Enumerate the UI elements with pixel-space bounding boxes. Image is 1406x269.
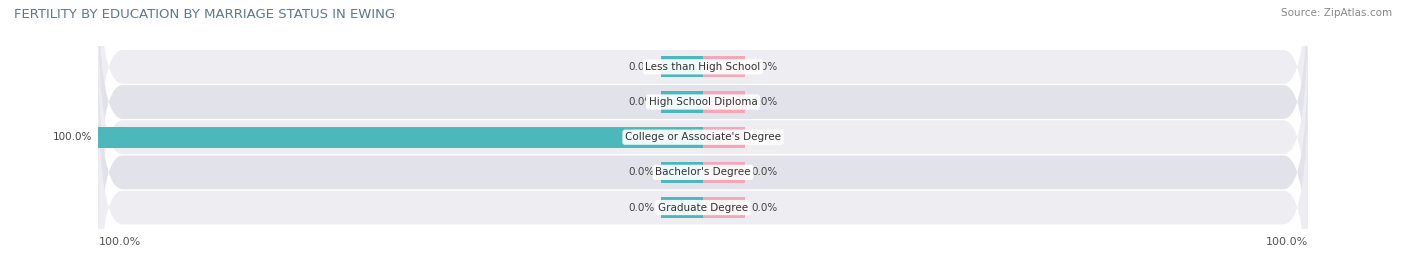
Text: Bachelor's Degree: Bachelor's Degree bbox=[655, 167, 751, 177]
FancyBboxPatch shape bbox=[98, 0, 1308, 226]
Text: 100.0%: 100.0% bbox=[98, 237, 141, 247]
Bar bbox=[661, 162, 703, 183]
Bar bbox=[661, 56, 703, 77]
Text: High School Diploma: High School Diploma bbox=[648, 97, 758, 107]
Text: 0.0%: 0.0% bbox=[751, 132, 778, 142]
Bar bbox=[703, 91, 745, 112]
Text: 0.0%: 0.0% bbox=[751, 167, 778, 177]
Text: 0.0%: 0.0% bbox=[628, 203, 655, 213]
Text: 0.0%: 0.0% bbox=[751, 97, 778, 107]
Text: Graduate Degree: Graduate Degree bbox=[658, 203, 748, 213]
Bar bbox=[703, 162, 745, 183]
Text: College or Associate's Degree: College or Associate's Degree bbox=[626, 132, 780, 142]
Text: 0.0%: 0.0% bbox=[751, 62, 778, 72]
Text: 0.0%: 0.0% bbox=[628, 97, 655, 107]
Bar bbox=[703, 197, 745, 218]
Bar bbox=[661, 91, 703, 112]
Bar bbox=[703, 127, 745, 148]
FancyBboxPatch shape bbox=[98, 84, 1308, 269]
FancyBboxPatch shape bbox=[98, 48, 1308, 269]
Bar bbox=[98, 127, 703, 148]
Text: 0.0%: 0.0% bbox=[628, 167, 655, 177]
Text: 100.0%: 100.0% bbox=[53, 132, 93, 142]
Text: 0.0%: 0.0% bbox=[628, 62, 655, 72]
Text: Less than High School: Less than High School bbox=[645, 62, 761, 72]
FancyBboxPatch shape bbox=[98, 0, 1308, 191]
Bar bbox=[703, 56, 745, 77]
FancyBboxPatch shape bbox=[98, 13, 1308, 261]
Bar bbox=[661, 197, 703, 218]
Text: 0.0%: 0.0% bbox=[751, 203, 778, 213]
Text: 100.0%: 100.0% bbox=[1265, 237, 1308, 247]
Text: FERTILITY BY EDUCATION BY MARRIAGE STATUS IN EWING: FERTILITY BY EDUCATION BY MARRIAGE STATU… bbox=[14, 8, 395, 21]
Text: Source: ZipAtlas.com: Source: ZipAtlas.com bbox=[1281, 8, 1392, 18]
